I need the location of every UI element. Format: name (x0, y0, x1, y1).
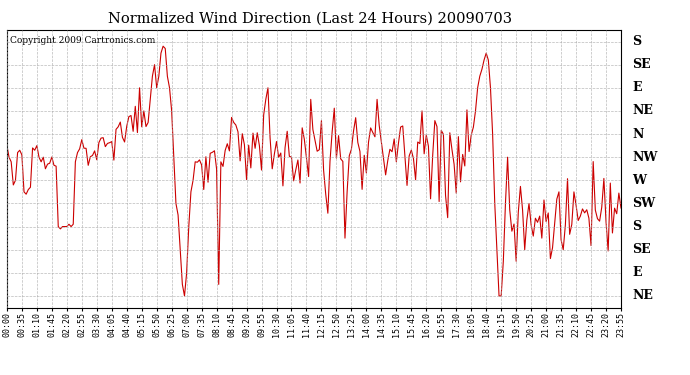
Text: NE: NE (632, 290, 653, 302)
Text: Copyright 2009 Cartronics.com: Copyright 2009 Cartronics.com (10, 36, 155, 45)
Text: SE: SE (632, 243, 651, 256)
Text: SE: SE (632, 58, 651, 71)
Text: S: S (632, 35, 641, 48)
Text: S: S (632, 220, 641, 233)
Text: N: N (632, 128, 644, 141)
Text: NW: NW (632, 151, 658, 164)
Text: E: E (632, 81, 642, 94)
Text: SW: SW (632, 197, 656, 210)
Text: Normalized Wind Direction (Last 24 Hours) 20090703: Normalized Wind Direction (Last 24 Hours… (108, 11, 513, 25)
Text: NE: NE (632, 104, 653, 117)
Text: W: W (632, 174, 646, 187)
Text: E: E (632, 266, 642, 279)
